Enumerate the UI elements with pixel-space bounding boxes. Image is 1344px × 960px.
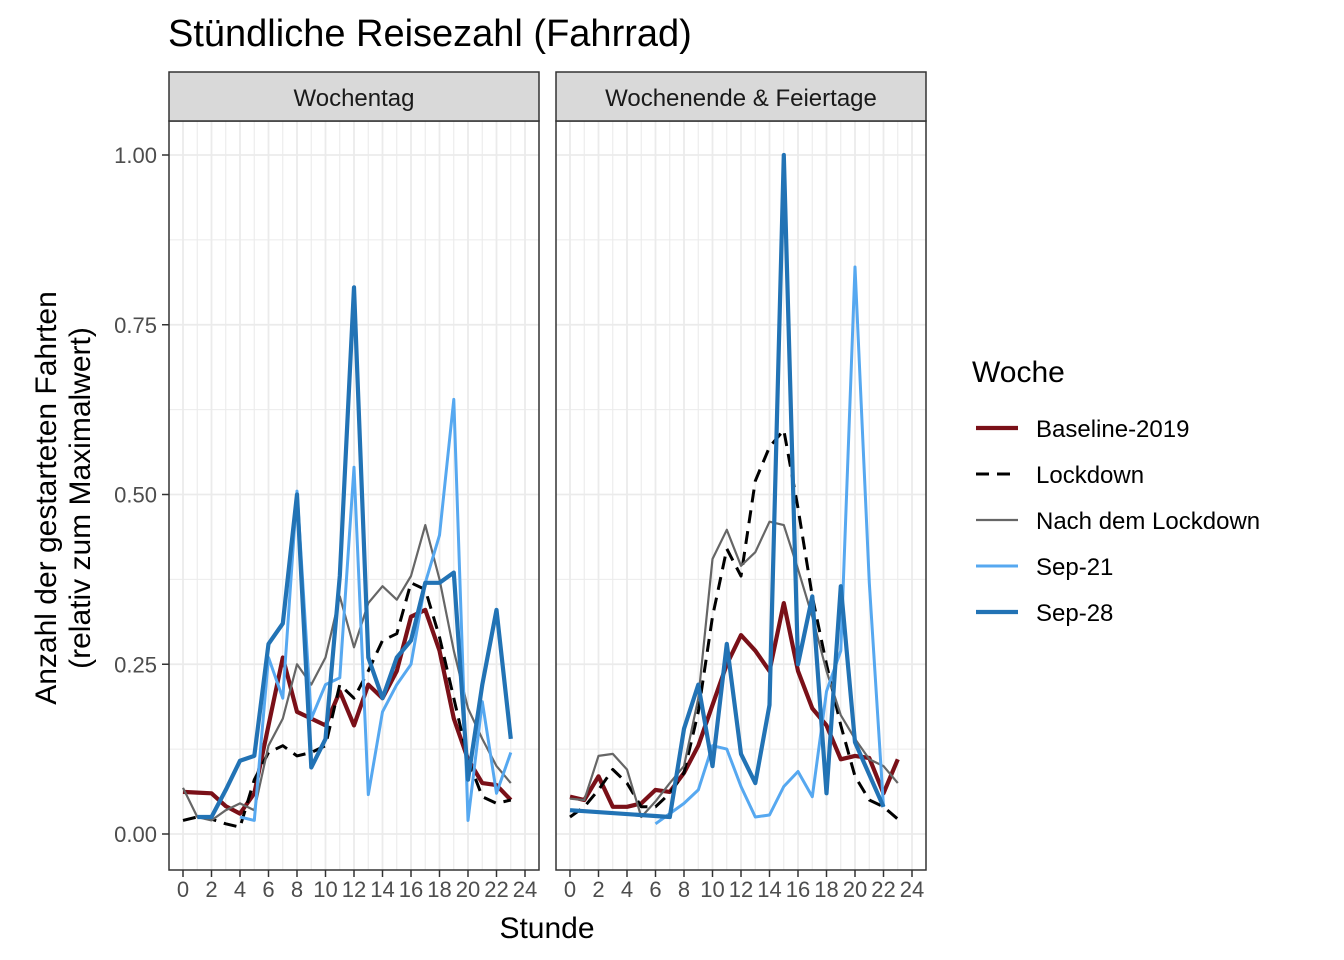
legend-item: Nach dem Lockdown bbox=[976, 508, 1260, 535]
x-tick-label: 0 bbox=[564, 877, 576, 902]
facet-strip bbox=[555, 71, 927, 122]
x-tick-label: 10 bbox=[313, 877, 337, 902]
facet-strip bbox=[168, 71, 540, 122]
panel-grid bbox=[169, 121, 539, 870]
x-tick-label: 6 bbox=[262, 877, 274, 902]
series-line-baseline-2019 bbox=[182, 607, 513, 816]
y-axis-title: Anzahl der gestarteten Fahrten (relativ … bbox=[30, 291, 97, 705]
y-axis-title-line2: (relativ zum Maximalwert) bbox=[64, 327, 97, 669]
x-tick-label: 0 bbox=[177, 877, 189, 902]
x-tick-label: 14 bbox=[757, 877, 781, 902]
series-line-nach-dem-lockdown bbox=[569, 520, 899, 819]
x-tick-label: 12 bbox=[342, 877, 366, 902]
series-line-lockdown bbox=[569, 428, 899, 821]
x-tick-label: 4 bbox=[621, 877, 633, 902]
legend-item: Sep-28 bbox=[976, 600, 1113, 627]
legend-label: Nach dem Lockdown bbox=[1036, 508, 1260, 535]
series-line-nach-dem-lockdown bbox=[182, 523, 512, 822]
series-line-sep-28 bbox=[569, 152, 886, 820]
legend-label: Sep-21 bbox=[1036, 554, 1113, 581]
legend-label: Baseline-2019 bbox=[1036, 416, 1189, 443]
facet-label: Wochenende & Feiertage bbox=[605, 85, 877, 112]
y-tick-label: 0.25 bbox=[114, 652, 157, 677]
legend-label: Lockdown bbox=[1036, 462, 1144, 489]
facet-label: Wochentag bbox=[294, 85, 415, 112]
x-tick-label: 12 bbox=[729, 877, 753, 902]
series-line-sep-28 bbox=[197, 285, 513, 820]
y-tick-label: 0.00 bbox=[114, 822, 157, 847]
y-tick-label: 0.75 bbox=[114, 313, 157, 338]
x-tick-label: 16 bbox=[399, 877, 423, 902]
series-line-baseline-2019 bbox=[569, 600, 900, 809]
legend-item: Lockdown bbox=[976, 462, 1144, 489]
y-tick-label: 0.50 bbox=[114, 483, 157, 508]
x-tick-label: 24 bbox=[513, 877, 537, 902]
x-tick-label: 8 bbox=[291, 877, 303, 902]
y-tick-label: 1.00 bbox=[114, 143, 157, 168]
x-tick-label: 14 bbox=[370, 877, 394, 902]
legend-title: Woche bbox=[972, 356, 1065, 389]
x-tick-label: 24 bbox=[900, 877, 924, 902]
y-axis-title-line1: Anzahl der gestarteten Fahrten bbox=[30, 291, 63, 705]
x-tick-label: 6 bbox=[649, 877, 661, 902]
x-tick-label: 16 bbox=[786, 877, 810, 902]
x-tick-label: 8 bbox=[678, 877, 690, 902]
legend-label: Sep-28 bbox=[1036, 600, 1113, 627]
legend-item: Baseline-2019 bbox=[976, 416, 1189, 443]
x-tick-label: 22 bbox=[484, 877, 508, 902]
y-axis: 0.00 0.25 0.50 0.75 1.00 bbox=[114, 143, 169, 847]
series-line-sep-21 bbox=[654, 265, 885, 826]
x-tick-label: 2 bbox=[592, 877, 604, 902]
x-tick-label: 18 bbox=[427, 877, 451, 902]
x-tick-label: 20 bbox=[456, 877, 480, 902]
x-tick-label: 22 bbox=[871, 877, 895, 902]
x-axis-title: Stunde bbox=[499, 912, 594, 945]
legend: Woche Baseline-2019 Lockdown Nach dem Lock… bbox=[972, 356, 1260, 627]
x-tick-label: 18 bbox=[814, 877, 838, 902]
x-tick-label: 10 bbox=[700, 877, 724, 902]
legend-item: Sep-21 bbox=[976, 554, 1113, 581]
chart-title: Stündliche Reisezahl (Fahrrad) bbox=[168, 13, 692, 55]
x-tick-label: 4 bbox=[234, 877, 246, 902]
x-tick-label: 20 bbox=[843, 877, 867, 902]
series-line-lockdown bbox=[182, 581, 512, 829]
x-tick-label: 2 bbox=[205, 877, 217, 902]
